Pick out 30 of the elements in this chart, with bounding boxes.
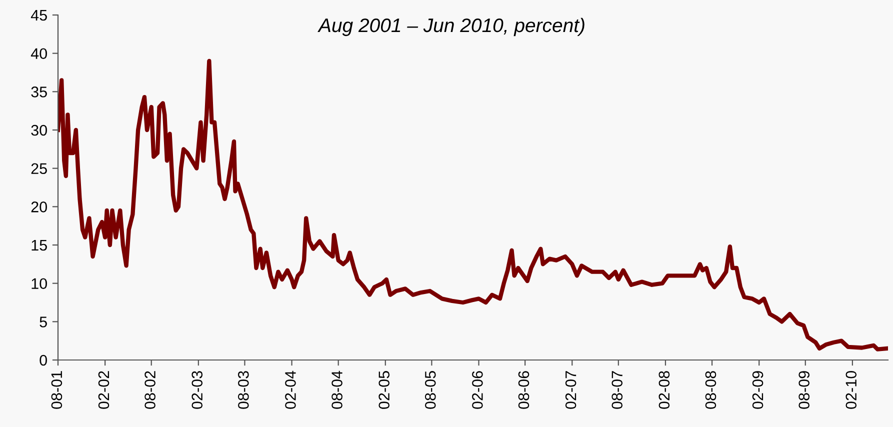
y-tick-label: 45 — [30, 10, 47, 21]
x-tick-label: 08-09 — [798, 371, 810, 409]
x-tick-label: 02-05 — [378, 371, 390, 409]
y-tick-label: 20 — [31, 202, 47, 212]
x-tick-label: 02-09 — [752, 371, 764, 409]
y-tick-label: 25 — [31, 163, 47, 174]
x-tick-label: 08-06 — [518, 371, 530, 409]
x-tick-label: 02-04 — [285, 370, 296, 409]
x-tick-label: 08-02 — [144, 371, 156, 409]
x-tick-label: 02-02 — [98, 371, 110, 409]
line-series — [58, 58, 888, 352]
x-tick-label: 08-01 — [51, 371, 62, 409]
y-tick-label: 15 — [32, 240, 47, 251]
x-tick-label: 08-07 — [612, 371, 623, 409]
y-tick-label: 35 — [31, 86, 47, 98]
x-tick-label: 08-05 — [424, 371, 436, 409]
chart-title: Aug 2001 – Jun 2010, percent) — [318, 18, 584, 36]
y-tick-label: 40 — [30, 48, 47, 60]
x-tick-label: 08-03 — [238, 371, 249, 409]
x-tick-label: 02-07 — [565, 371, 576, 409]
x-tick-label: 08-08 — [705, 371, 716, 409]
x-tick-label: 02-08 — [658, 371, 670, 409]
x-tick-label: 02-10 — [846, 371, 857, 409]
y-tick-label: 5 — [40, 316, 47, 328]
y-tick-label: 0 — [40, 354, 47, 366]
x-tick-label: 02-06 — [472, 371, 483, 409]
x-tick-label: 08-04 — [332, 370, 342, 409]
y-tick-label: 30 — [31, 124, 47, 136]
x-tick-label: 02-03 — [192, 371, 203, 409]
y-tick-label: 10 — [32, 278, 47, 290]
